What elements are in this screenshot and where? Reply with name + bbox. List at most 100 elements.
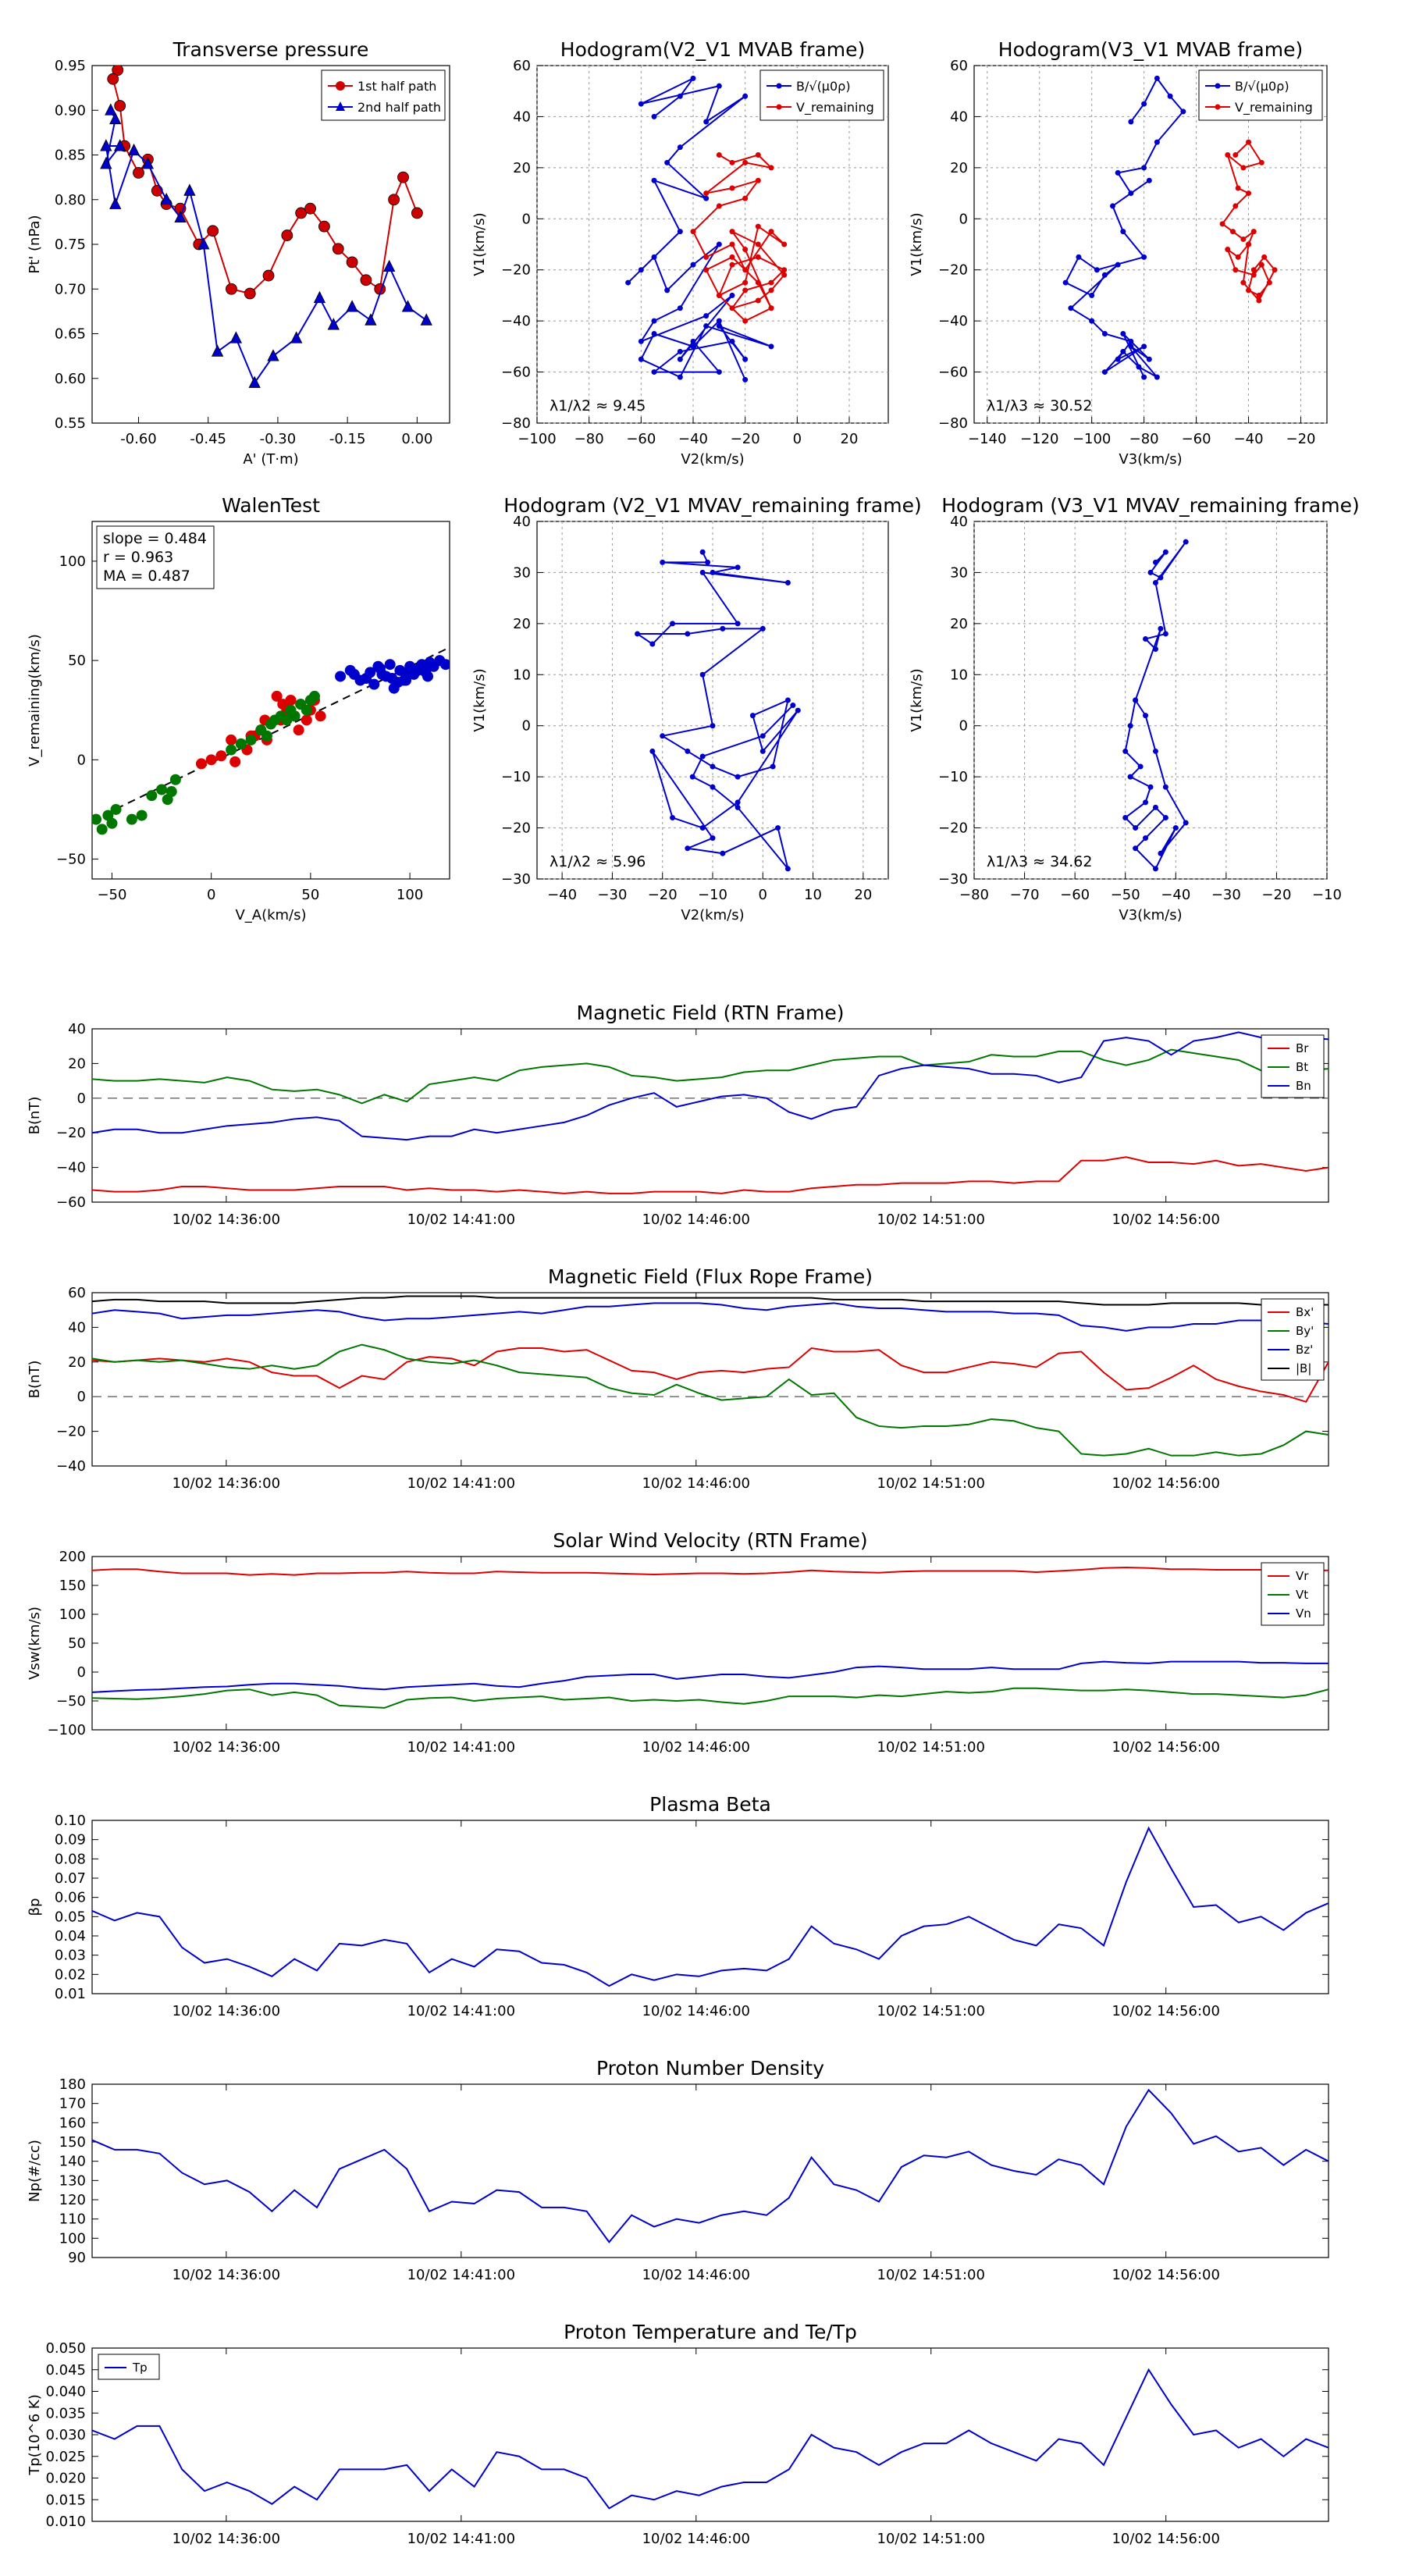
data-point bbox=[1115, 262, 1121, 268]
data-point bbox=[1089, 318, 1095, 324]
data-point bbox=[1258, 159, 1264, 165]
data-point bbox=[1152, 748, 1158, 754]
data-point bbox=[716, 323, 722, 329]
x-tick-label: 10/02 14:41:00 bbox=[407, 1739, 515, 1756]
data-point bbox=[690, 343, 696, 350]
data-point bbox=[1141, 254, 1147, 260]
plot-area bbox=[1122, 539, 1189, 872]
data-point bbox=[703, 323, 710, 329]
data-point bbox=[677, 356, 683, 362]
y-tick-label: 0.03 bbox=[55, 1948, 86, 1964]
y-tick-label: 100 bbox=[59, 553, 86, 570]
y-tick-label: 40 bbox=[513, 514, 531, 530]
plot-area bbox=[635, 549, 801, 872]
y-tick-label: 0.75 bbox=[55, 237, 86, 253]
legend-label: V_remaining bbox=[1235, 100, 1313, 116]
axes-frame bbox=[91, 1028, 1329, 1203]
chart-title: Proton Number Density bbox=[596, 2057, 824, 2080]
data-point bbox=[1120, 229, 1126, 235]
y-tick-label: 0.10 bbox=[55, 1813, 86, 1829]
data-point bbox=[126, 813, 137, 825]
data-point bbox=[133, 166, 144, 179]
y-tick-label: 10 bbox=[950, 667, 968, 683]
plot-area bbox=[92, 1567, 1329, 1709]
data-point bbox=[716, 369, 722, 375]
data-point bbox=[261, 730, 272, 742]
y-tick-label: 0.030 bbox=[45, 2427, 86, 2443]
data-point bbox=[289, 710, 301, 722]
legend-label: |B| bbox=[1296, 1361, 1311, 1375]
y-tick-label: 0.07 bbox=[55, 1870, 86, 1887]
legend-marker bbox=[336, 81, 345, 91]
data-point bbox=[1240, 236, 1247, 242]
legend-label: Vt bbox=[1296, 1588, 1308, 1602]
data-point bbox=[248, 375, 261, 388]
annotation-text: r = 0.963 bbox=[103, 549, 173, 566]
panel-9: Plasma Beta 10/02 14:36:00 10/02 14:41:00 1… bbox=[27, 1793, 1329, 2019]
data-point bbox=[703, 267, 710, 273]
data-point bbox=[703, 313, 710, 319]
y-tick-label: −20 bbox=[501, 262, 531, 279]
y-tick-label: −60 bbox=[938, 365, 968, 381]
y-tick-label: −100 bbox=[48, 1722, 86, 1738]
y-tick-label: 0 bbox=[77, 1389, 86, 1405]
data-point bbox=[755, 177, 761, 183]
legend-marker bbox=[336, 101, 345, 111]
data-point bbox=[229, 331, 243, 343]
chart-title: Hodogram(V3_V1 MVAB frame) bbox=[998, 38, 1303, 61]
chart-title: Proton Temperature and Te/Tp bbox=[564, 2321, 857, 2343]
y-axis-label: V1(km/s) bbox=[471, 212, 488, 276]
x-tick-label: 10/02 14:36:00 bbox=[173, 1739, 280, 1756]
y-tick-label: 0.65 bbox=[55, 326, 86, 343]
y-tick-label: 0.05 bbox=[55, 1909, 86, 1925]
data-point bbox=[768, 287, 774, 294]
legend-label: Bz' bbox=[1296, 1343, 1313, 1357]
data-point bbox=[768, 229, 774, 235]
legend-box bbox=[98, 2354, 160, 2380]
data-point bbox=[1152, 646, 1158, 653]
data-point bbox=[372, 660, 384, 672]
data-point bbox=[1101, 272, 1108, 278]
data-point bbox=[710, 835, 716, 841]
y-axis-label: V1(km/s) bbox=[909, 212, 925, 276]
x-tick-label: −80 bbox=[1129, 431, 1159, 447]
data-point bbox=[735, 621, 741, 627]
x-axis-label: V2(km/s) bbox=[681, 907, 744, 923]
x-tick-label: 10/02 14:46:00 bbox=[642, 1212, 750, 1228]
x-tick-label: -0.60 bbox=[120, 431, 157, 447]
data-point bbox=[1133, 697, 1139, 703]
x-axis-label: A' (T·m) bbox=[243, 451, 298, 468]
x-tick-label: −40 bbox=[678, 431, 708, 447]
data-point bbox=[638, 101, 644, 107]
data-point bbox=[690, 229, 696, 235]
y-tick-label: −20 bbox=[938, 262, 968, 279]
legend-label: B/√(μ0ρ) bbox=[1235, 79, 1289, 94]
x-tick-label: −20 bbox=[648, 887, 678, 903]
x-tick-label: −60 bbox=[1060, 887, 1090, 903]
y-tick-label: 30 bbox=[513, 564, 531, 581]
legend-label: V_remaining bbox=[796, 100, 874, 116]
data-point bbox=[205, 754, 217, 766]
data-point bbox=[716, 318, 722, 324]
data-point bbox=[1172, 825, 1179, 831]
data-point bbox=[690, 75, 696, 81]
data-point bbox=[290, 331, 303, 343]
x-tick-label: 10/02 14:41:00 bbox=[407, 1475, 515, 1492]
series-line-0 bbox=[627, 77, 772, 380]
data-point bbox=[768, 305, 774, 311]
data-point bbox=[1235, 254, 1241, 260]
y-tick-label: 0 bbox=[77, 1091, 86, 1107]
x-tick-label: 10/02 14:36:00 bbox=[173, 2003, 280, 2019]
y-tick-label: 0.04 bbox=[55, 1928, 86, 1944]
data-point bbox=[1115, 356, 1121, 362]
y-tick-label: 20 bbox=[68, 1354, 86, 1371]
data-point bbox=[651, 177, 657, 183]
data-point bbox=[106, 817, 118, 829]
x-tick-label: −80 bbox=[574, 431, 604, 447]
legend-label: Tp bbox=[132, 2361, 148, 2375]
y-tick-label: −40 bbox=[56, 1160, 86, 1176]
panel-1: Hodogram(V2_V1 MVAB frame)−100 −80 −60 −40−… bbox=[471, 38, 889, 468]
data-point bbox=[1250, 272, 1257, 278]
y-tick-label: 0.95 bbox=[55, 58, 86, 74]
data-point bbox=[271, 690, 283, 702]
